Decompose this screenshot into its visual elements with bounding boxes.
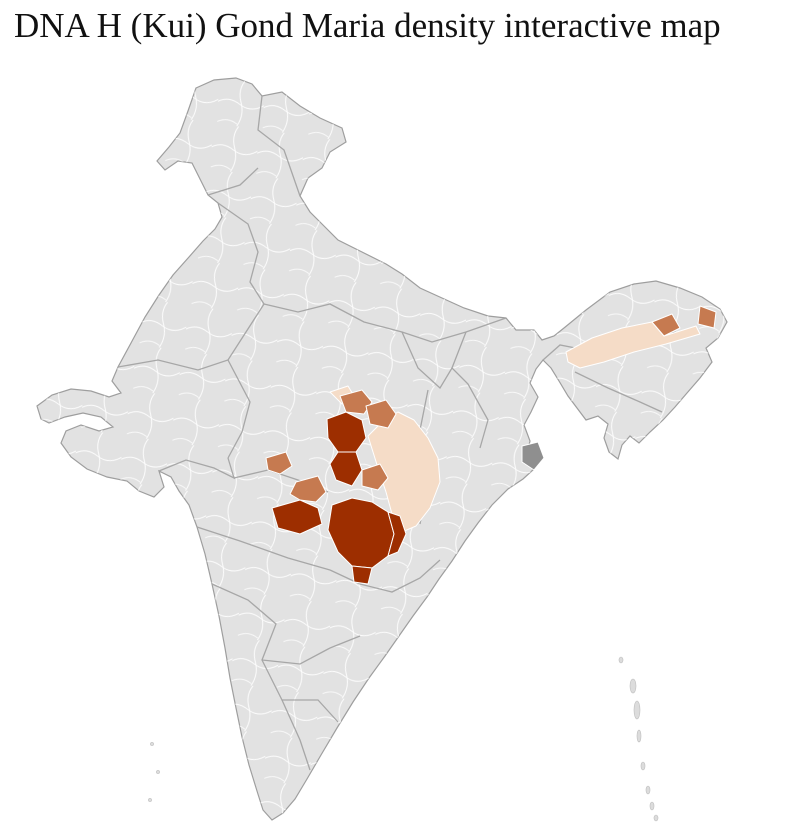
district-high[interactable]: [326, 411, 367, 453]
district-high[interactable]: [387, 511, 407, 557]
island[interactable]: [636, 729, 642, 743]
district-medium[interactable]: [697, 305, 717, 329]
island[interactable]: [629, 678, 637, 694]
district-medium[interactable]: [289, 475, 327, 503]
medium-density-districts[interactable]: [265, 305, 717, 503]
district-medium[interactable]: [365, 399, 397, 429]
district-low[interactable]: [367, 411, 441, 533]
district-high[interactable]: [329, 451, 363, 487]
district-high[interactable]: [351, 565, 373, 585]
district-medium[interactable]: [361, 463, 389, 491]
andaman-nicobar-islands[interactable]: [618, 656, 659, 822]
state-borders: [117, 95, 677, 771]
island[interactable]: [150, 742, 154, 746]
district-low[interactable]: [565, 321, 701, 369]
district-medium[interactable]: [265, 451, 293, 475]
district-medium[interactable]: [651, 313, 681, 337]
island[interactable]: [653, 814, 659, 822]
district-dark-gray[interactable]: [521, 441, 545, 471]
island[interactable]: [649, 801, 655, 811]
island[interactable]: [633, 700, 641, 720]
district-high[interactable]: [271, 499, 323, 535]
island[interactable]: [156, 770, 160, 774]
high-density-districts[interactable]: [271, 411, 407, 585]
island[interactable]: [148, 798, 152, 802]
island[interactable]: [618, 656, 624, 664]
page-title: DNA H (Kui) Gond Maria density interacti…: [14, 6, 721, 45]
lakshadweep-islands[interactable]: [148, 742, 160, 802]
island[interactable]: [640, 761, 646, 771]
island[interactable]: [645, 785, 651, 795]
